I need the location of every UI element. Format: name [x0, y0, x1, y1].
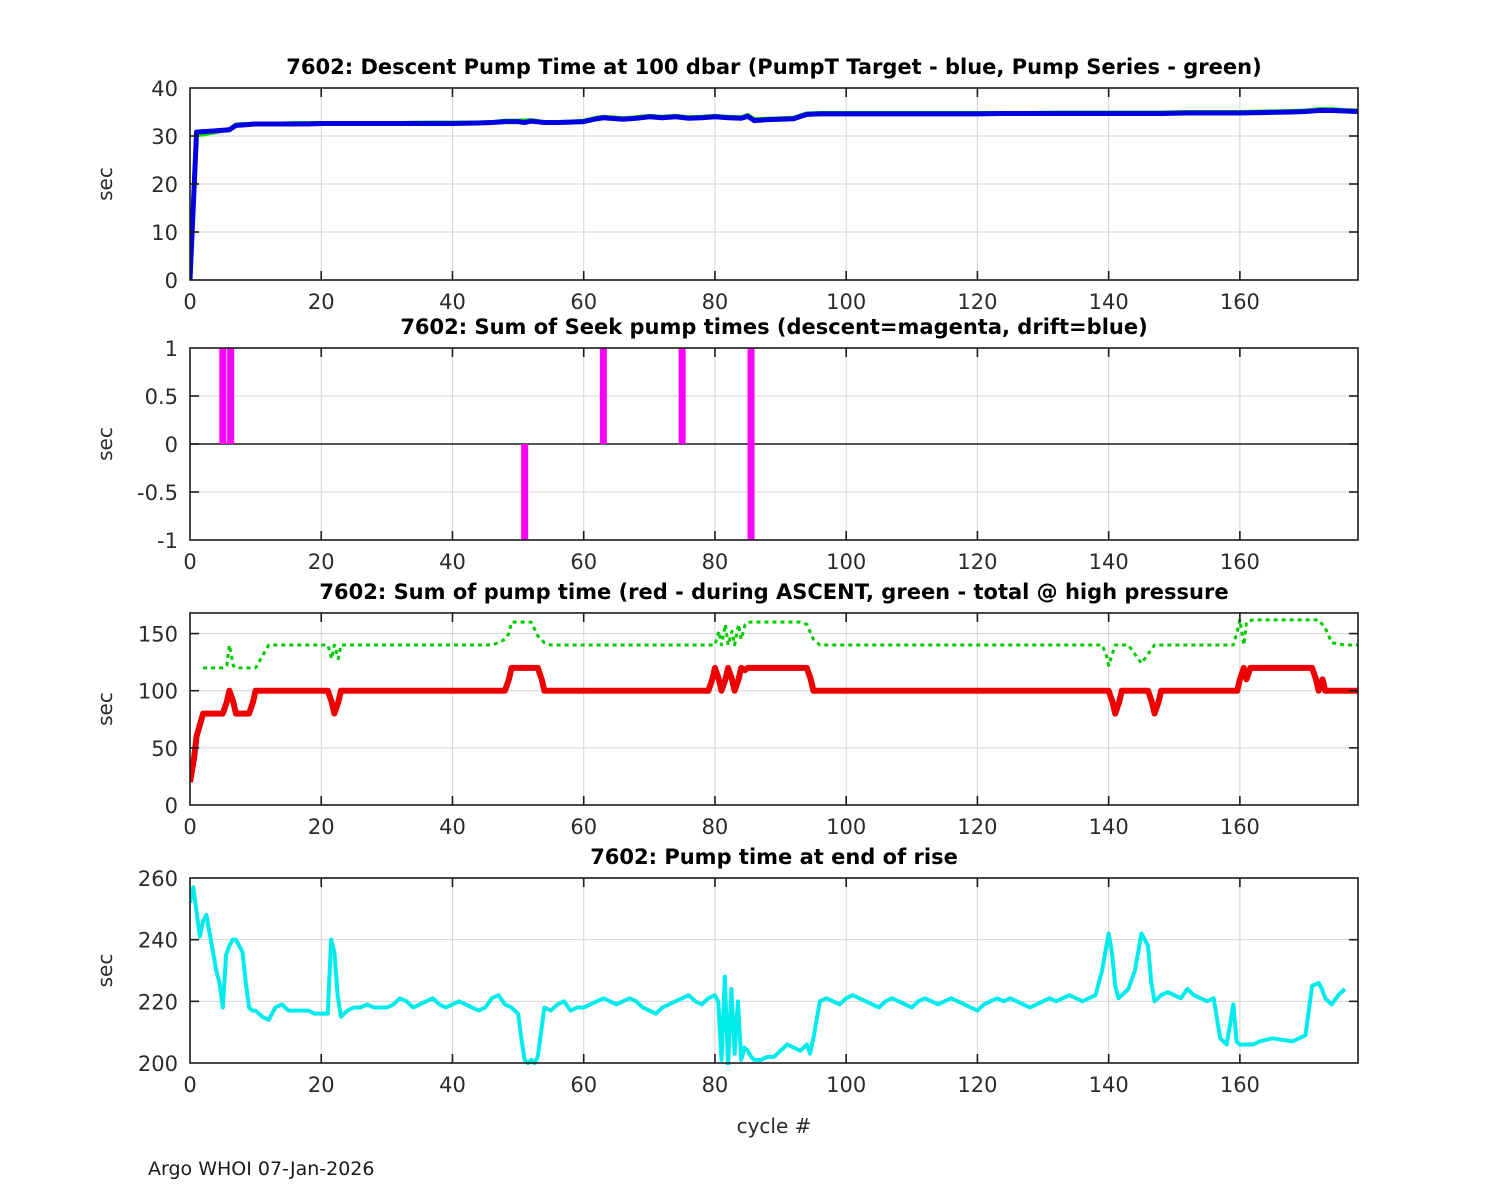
seek-pump-bar [747, 348, 755, 540]
x-tick-label: 20 [308, 550, 335, 574]
x-tick-label: 40 [439, 550, 466, 574]
y-axis-label: sec [93, 427, 117, 461]
panel-title: 7602: Sum of Seek pump times (descent=ma… [400, 315, 1147, 339]
y-tick-label: 100 [138, 680, 178, 704]
series-line [190, 108, 1358, 281]
x-tick-label: 100 [826, 290, 866, 314]
panel-descent-pump-time: 7602: Descent Pump Time at 100 dbar (Pum… [93, 55, 1359, 314]
x-tick-label: 60 [570, 550, 597, 574]
x-tick-label: 160 [1220, 550, 1260, 574]
y-tick-label: 20 [151, 173, 178, 197]
panel-title: 7602: Pump time at end of rise [590, 845, 958, 869]
x-tick-label: 20 [308, 1073, 335, 1097]
y-tick-label: 220 [138, 990, 178, 1014]
y-tick-label: 40 [151, 77, 178, 101]
seek-pump-bar [227, 348, 235, 444]
x-tick-label: 80 [702, 815, 729, 839]
x-tick-label: 100 [826, 1073, 866, 1097]
x-tick-label: 0 [183, 1073, 196, 1097]
footer-credit: Argo WHOI 07-Jan-2026 [148, 1158, 374, 1180]
x-tick-label: 120 [957, 815, 997, 839]
panel-title: 7602: Sum of pump time (red - during ASC… [319, 580, 1228, 604]
x-tick-label: 0 [183, 290, 196, 314]
y-tick-label: 10 [151, 221, 178, 245]
y-tick-label: 150 [138, 623, 178, 647]
x-tick-label: 40 [439, 815, 466, 839]
x-tick-label: 80 [702, 550, 729, 574]
panel-title: 7602: Descent Pump Time at 100 dbar (Pum… [286, 55, 1261, 79]
x-tick-label: 40 [439, 290, 466, 314]
panel-sum-pump-time: 7602: Sum of pump time (red - during ASC… [93, 580, 1359, 839]
seek-pump-bar [521, 444, 529, 540]
x-tick-label: 60 [570, 815, 597, 839]
plot-area [219, 348, 755, 540]
x-tick-label: 140 [1089, 815, 1129, 839]
x-tick-label: 160 [1220, 1073, 1260, 1097]
plot-area [190, 885, 1347, 1065]
x-tick-label: 120 [957, 550, 997, 574]
y-axis-label: sec [93, 954, 117, 988]
y-tick-label: -1 [157, 529, 178, 553]
x-tick-label: 140 [1089, 290, 1129, 314]
seek-pump-bar [678, 348, 686, 444]
x-tick-label: 40 [439, 1073, 466, 1097]
axis-box [189, 612, 1359, 806]
series-line [190, 885, 1347, 1065]
y-tick-label: 200 [138, 1052, 178, 1076]
y-tick-label: 0 [165, 794, 178, 818]
x-tick-label: 60 [570, 290, 597, 314]
y-tick-label: 50 [151, 737, 178, 761]
y-axis-label: sec [93, 167, 117, 201]
y-tick-label: 0 [165, 433, 178, 457]
x-axis-label: cycle # [737, 1114, 812, 1138]
series-line [203, 618, 1358, 670]
x-tick-label: 20 [308, 815, 335, 839]
seek-pump-bar [219, 348, 227, 444]
axis-box [189, 877, 1359, 1064]
y-tick-label: 0.5 [145, 385, 178, 409]
x-tick-label: 100 [826, 550, 866, 574]
x-tick-label: 0 [183, 815, 196, 839]
plot-area [190, 107, 1358, 281]
x-tick-label: 140 [1089, 550, 1129, 574]
x-tick-label: 160 [1220, 815, 1260, 839]
series-line [190, 664, 1358, 783]
x-tick-label: 120 [957, 290, 997, 314]
x-tick-label: 20 [308, 290, 335, 314]
x-tick-label: 60 [570, 1073, 597, 1097]
panel-seek-pump-times: 7602: Sum of Seek pump times (descent=ma… [93, 315, 1359, 574]
x-tick-label: 140 [1089, 1073, 1129, 1097]
y-tick-label: 0 [165, 269, 178, 293]
x-tick-label: 80 [702, 290, 729, 314]
y-tick-label: 260 [138, 867, 178, 891]
x-tick-label: 100 [826, 815, 866, 839]
y-tick-label: 30 [151, 125, 178, 149]
x-tick-label: 0 [183, 550, 196, 574]
x-tick-label: 160 [1220, 290, 1260, 314]
y-tick-label: 1 [165, 337, 178, 361]
y-axis-label: sec [93, 692, 117, 726]
x-tick-label: 80 [702, 1073, 729, 1097]
seek-pump-bar [599, 348, 607, 444]
x-tick-label: 120 [957, 1073, 997, 1097]
panel-pump-time-end-of-rise: 7602: Pump time at end of rise2002202402… [93, 845, 1359, 1138]
plot-area [190, 618, 1358, 783]
y-tick-label: 240 [138, 929, 178, 953]
y-tick-label: -0.5 [137, 481, 178, 505]
